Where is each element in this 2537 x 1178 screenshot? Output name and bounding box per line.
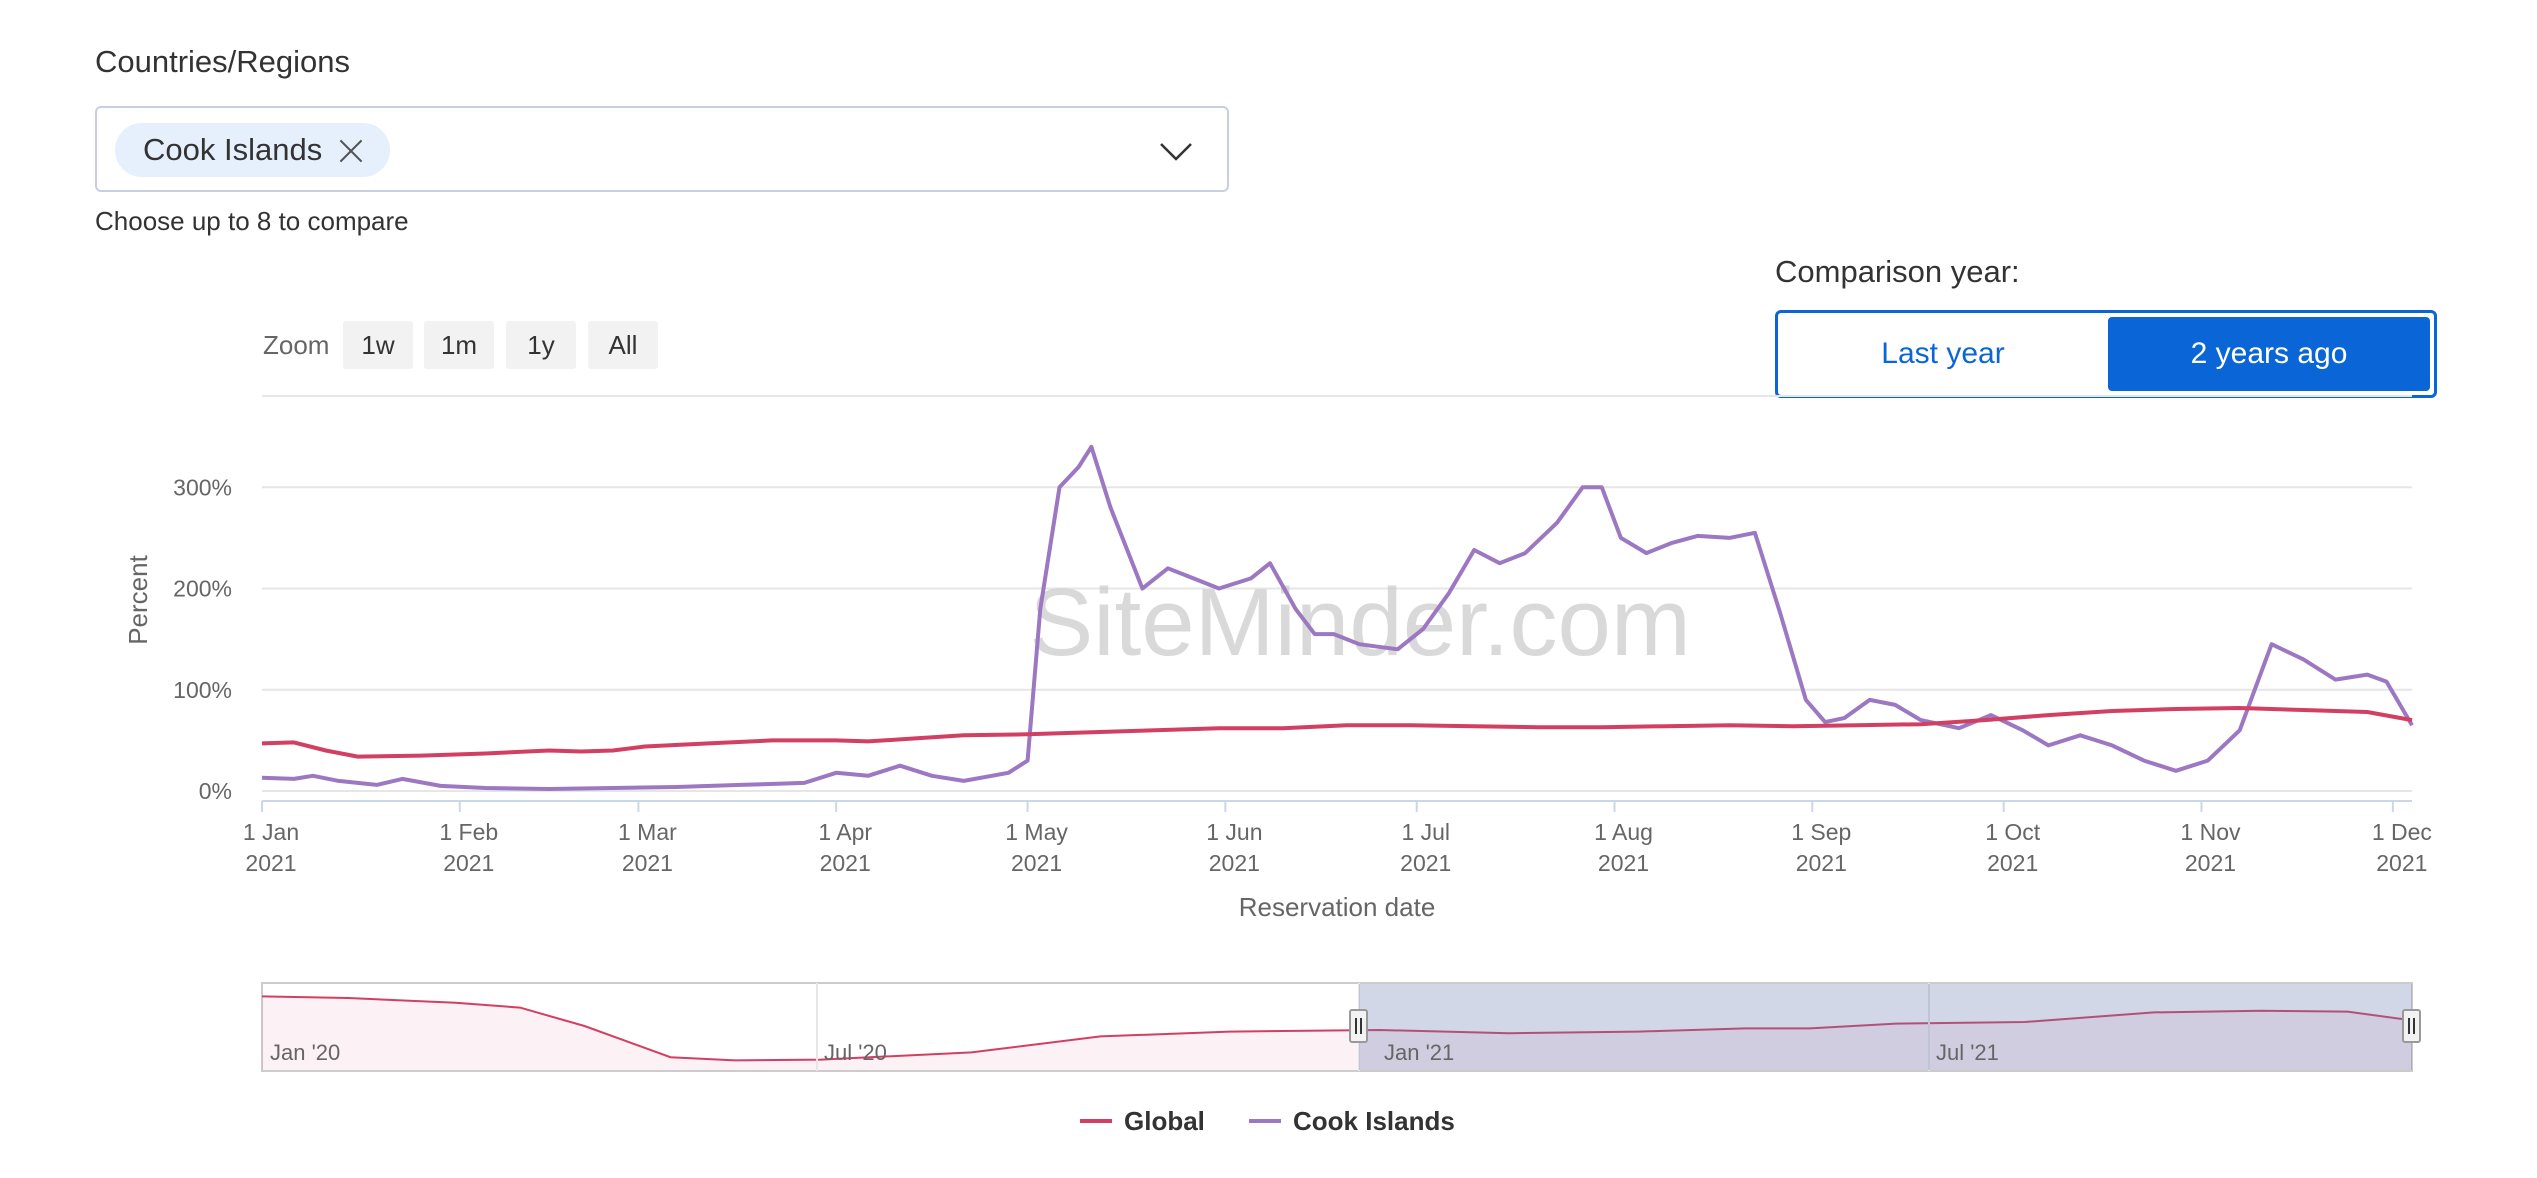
x-tick-label: 2021 bbox=[820, 850, 871, 876]
x-tick-label: 2021 bbox=[1987, 850, 2038, 876]
zoom-all-button[interactable]: All bbox=[588, 321, 658, 369]
series-lines bbox=[261, 444, 2414, 791]
navigator-label: Jan '21 bbox=[1384, 1040, 1454, 1065]
navigator-line bbox=[261, 995, 2413, 1062]
legend-label-global: Global bbox=[1124, 1106, 1205, 1136]
x-tick-label: 1 Nov bbox=[2180, 819, 2241, 845]
grid-lines bbox=[262, 486, 2412, 792]
comparison-year-toggle[interactable]: Last year 2 years ago bbox=[1775, 310, 2437, 398]
x-tick-label: 2021 bbox=[1011, 850, 1062, 876]
x-tick-label: 1 Jan bbox=[243, 819, 299, 845]
x-tick-label: 2021 bbox=[1796, 850, 1847, 876]
x-tick-label: 1 Aug bbox=[1594, 819, 1653, 845]
legend-item-cook-islands[interactable]: Cook Islands bbox=[1249, 1106, 1455, 1136]
navigator-handle-left[interactable] bbox=[1349, 1009, 1368, 1043]
y-tick-label: 300% bbox=[173, 474, 232, 500]
x-tick-label: 2021 bbox=[2376, 850, 2427, 876]
x-tick-label: 2021 bbox=[2185, 850, 2236, 876]
x-tick-label: 1 Apr bbox=[818, 819, 872, 845]
zoom-label: Zoom bbox=[263, 330, 329, 360]
x-tick-label: 1 Oct bbox=[1985, 819, 2041, 845]
navigator-area bbox=[262, 996, 2412, 1070]
y-tick-labels: 0% 100% 200% 300% bbox=[173, 474, 232, 804]
y-axis-title: Percent bbox=[123, 554, 153, 644]
country-chip-label: Cook Islands bbox=[143, 132, 323, 167]
zoom-1w-label: 1w bbox=[361, 330, 394, 360]
zoom-1y-button[interactable]: 1y bbox=[506, 321, 576, 369]
comparison-year-label: Comparison year: bbox=[1775, 254, 2020, 289]
x-tick-label: 1 Jun bbox=[1206, 819, 1262, 845]
zoom-1y-label: 1y bbox=[527, 330, 554, 360]
last-year-button[interactable]: Last year bbox=[1881, 337, 2005, 370]
x-tick-label: 1 Dec bbox=[2372, 819, 2432, 845]
x-tick-label: 2021 bbox=[622, 850, 673, 876]
x-tick-label: 2021 bbox=[443, 850, 494, 876]
zoom-all-label: All bbox=[609, 330, 638, 360]
navigator-label: Jul '20 bbox=[824, 1040, 887, 1065]
country-chip[interactable]: Cook Islands bbox=[115, 123, 391, 177]
x-tick-label: 2021 bbox=[1209, 850, 1260, 876]
legend-item-global[interactable]: Global bbox=[1080, 1106, 1205, 1136]
y-tick-label: 100% bbox=[173, 677, 232, 703]
x-axis-title: Reservation date bbox=[1239, 892, 1436, 922]
compare-hint: Choose up to 8 to compare bbox=[95, 206, 409, 236]
series-line-cook-islands bbox=[261, 444, 2414, 791]
x-tick-labels: 1 Jan 2021 1 Feb 2021 1 Mar 2021 1 Apr 2021 1 Ma… bbox=[243, 801, 2432, 876]
x-tick-label: 2021 bbox=[1598, 850, 1649, 876]
y-tick-label: 200% bbox=[173, 576, 232, 602]
chevron-down-icon[interactable] bbox=[1159, 134, 1193, 168]
x-tick-label: 1 Mar bbox=[618, 819, 677, 845]
y-tick-label: 0% bbox=[199, 778, 232, 804]
x-tick-label: 1 Feb bbox=[439, 819, 498, 845]
navigator-label: Jul '21 bbox=[1936, 1040, 1999, 1065]
series-line-global bbox=[261, 706, 2413, 759]
two-years-ago-button[interactable]: 2 years ago bbox=[2108, 317, 2430, 391]
x-tick-label: 1 Sep bbox=[1791, 819, 1851, 845]
zoom-1m-button[interactable]: 1m bbox=[424, 321, 494, 369]
legend-label-cook-islands: Cook Islands bbox=[1293, 1106, 1455, 1136]
navigator-label: Jan '20 bbox=[270, 1040, 340, 1065]
x-tick-label: 2021 bbox=[245, 850, 296, 876]
watermark: SiteMinder.com bbox=[1029, 569, 1691, 676]
navigator-handle-right[interactable] bbox=[2402, 1009, 2421, 1043]
country-select[interactable]: Cook Islands bbox=[95, 106, 1229, 192]
x-tick-label: 2021 bbox=[1400, 850, 1451, 876]
countries-regions-label: Countries/Regions bbox=[95, 44, 351, 79]
navigator-selection[interactable] bbox=[1359, 984, 2412, 1070]
x-tick-label: 1 May bbox=[1005, 819, 1068, 845]
navigator[interactable]: Jan '20 Jul '20 Jan '21 Jul '21 bbox=[261, 982, 2421, 1072]
x-tick-label: 1 Jul bbox=[1401, 819, 1450, 845]
zoom-1m-label: 1m bbox=[441, 330, 477, 360]
zoom-1w-button[interactable]: 1w bbox=[343, 321, 413, 369]
